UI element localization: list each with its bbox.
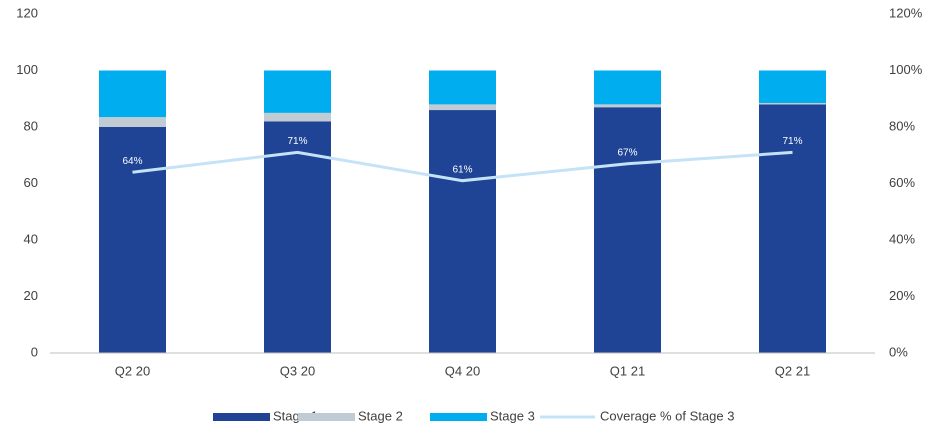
y2-tick-label: 40% bbox=[889, 231, 915, 246]
y2-tick-label: 80% bbox=[889, 118, 915, 133]
y-tick-label: 80 bbox=[24, 118, 38, 133]
bar-segment bbox=[264, 70, 331, 113]
legend-swatch bbox=[213, 413, 270, 421]
data-label: 67% bbox=[617, 147, 637, 158]
bar-segment bbox=[99, 117, 166, 127]
bar-segment bbox=[429, 70, 496, 105]
y-tick-label: 120 bbox=[16, 5, 38, 20]
x-tick-label: Q3 20 bbox=[280, 363, 315, 378]
legend-label: Stage 3 bbox=[490, 408, 535, 423]
y-tick-label: 60 bbox=[24, 175, 38, 190]
data-label: 61% bbox=[452, 164, 472, 175]
y-tick-label: 0 bbox=[31, 344, 38, 359]
bar-segment bbox=[759, 70, 826, 103]
legend-label: Stage 2 bbox=[358, 408, 403, 423]
y-tick-label: 40 bbox=[24, 231, 38, 246]
y2-tick-label: 100% bbox=[889, 62, 923, 77]
line bbox=[132, 150, 793, 183]
bar-segment bbox=[759, 102, 826, 105]
bar-segment bbox=[759, 104, 826, 354]
bar-segment bbox=[99, 70, 166, 118]
y2-tick-label: 20% bbox=[889, 288, 915, 303]
y2-tick-label: 0% bbox=[889, 344, 908, 359]
y-tick-label: 100 bbox=[16, 62, 38, 77]
bar-segment bbox=[594, 107, 661, 353]
data-label: 71% bbox=[287, 136, 307, 147]
bar-segment bbox=[429, 104, 496, 111]
y-tick-label: 20 bbox=[24, 288, 38, 303]
data-label: 64% bbox=[122, 156, 142, 167]
x-tick-label: Q1 21 bbox=[610, 363, 645, 378]
x-tick-label: Q2 20 bbox=[115, 363, 150, 378]
x-tick-label: Q2 21 bbox=[775, 363, 810, 378]
data-label: 71% bbox=[782, 136, 802, 147]
bar-segment bbox=[594, 70, 661, 105]
y2-tick-label: 120% bbox=[889, 5, 923, 20]
bar-segment bbox=[594, 104, 661, 108]
legend-label: Coverage % of Stage 3 bbox=[600, 408, 734, 423]
bar-segment bbox=[99, 127, 166, 353]
x-tick-label: Q4 20 bbox=[445, 363, 480, 378]
y2-tick-label: 60% bbox=[889, 175, 915, 190]
legend-swatch bbox=[298, 413, 355, 421]
bar-segment bbox=[264, 121, 331, 353]
legend-swatch bbox=[430, 413, 487, 421]
bar-segment bbox=[264, 112, 331, 122]
bar-segment bbox=[429, 110, 496, 353]
